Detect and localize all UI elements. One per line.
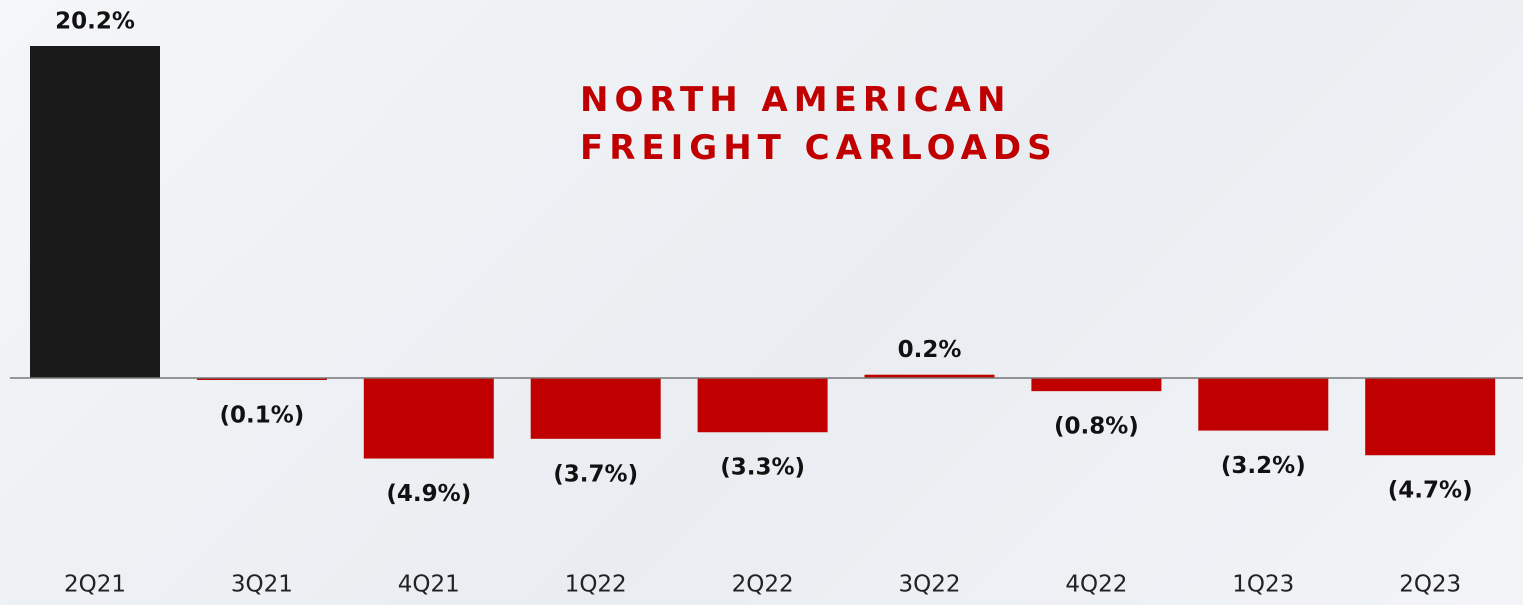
value-label: (4.9%) (386, 481, 471, 507)
bar (530, 378, 661, 439)
value-label: 0.2% (898, 337, 962, 363)
x-tick-label: 1Q22 (565, 572, 627, 598)
x-tick-label: 2Q21 (64, 572, 126, 598)
value-label: (3.3%) (720, 455, 805, 481)
value-label: (3.7%) (553, 461, 638, 487)
x-tick-label: 2Q23 (1399, 572, 1461, 598)
bar (196, 378, 327, 380)
value-label: (4.7%) (1388, 478, 1473, 504)
bar (864, 374, 995, 378)
x-tick-label: 2Q22 (732, 572, 794, 598)
x-tick-label: 1Q23 (1232, 572, 1294, 598)
value-label: (3.2%) (1221, 453, 1306, 479)
x-tick-label: 3Q21 (231, 572, 293, 598)
bar (1198, 378, 1329, 431)
x-tick-label: 4Q21 (398, 572, 460, 598)
bar (30, 46, 160, 378)
bar (363, 378, 494, 459)
bar (697, 378, 828, 433)
value-label: (0.8%) (1054, 414, 1139, 440)
x-tick-label: 3Q22 (898, 572, 960, 598)
value-label: 20.2% (55, 9, 135, 35)
x-tick-label: 4Q22 (1065, 572, 1127, 598)
chart-title: NORTH AMERICAN FREIGHT CARLOADS (580, 80, 1058, 168)
bar (1365, 378, 1496, 456)
bar (1031, 378, 1162, 392)
value-label: (0.1%) (219, 403, 304, 429)
